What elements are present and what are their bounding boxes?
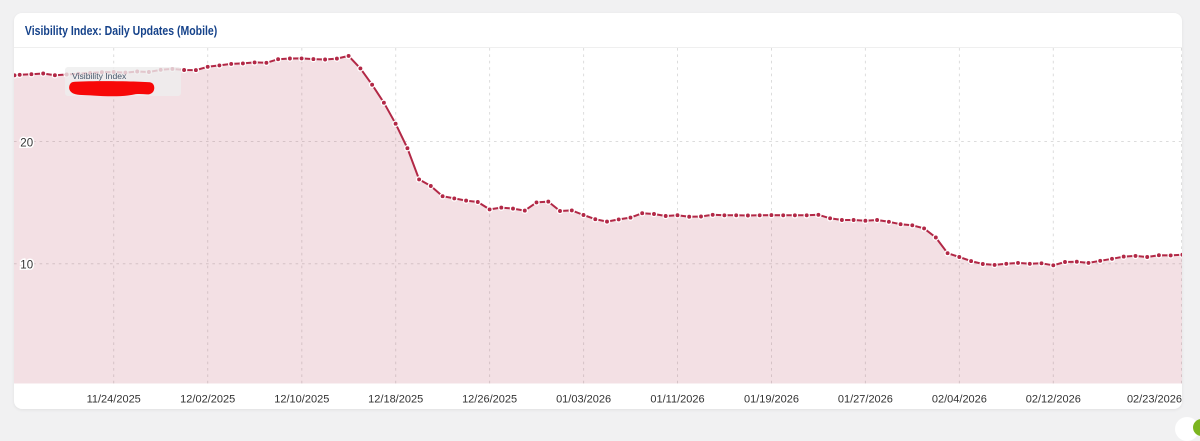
- svg-text:10: 10: [20, 260, 33, 272]
- svg-text:02/12/2026: 02/12/2026: [1026, 394, 1081, 406]
- svg-text:20: 20: [20, 137, 33, 149]
- svg-text:01/03/2026: 01/03/2026: [556, 394, 611, 406]
- svg-text:01/19/2026: 01/19/2026: [744, 394, 799, 406]
- svg-text:02/04/2026: 02/04/2026: [932, 394, 987, 406]
- svg-text:12/10/2025: 12/10/2025: [274, 394, 329, 406]
- svg-text:12/18/2025: 12/18/2025: [368, 394, 423, 406]
- svg-text:12/26/2025: 12/26/2025: [462, 394, 517, 406]
- svg-text:01/27/2026: 01/27/2026: [838, 394, 893, 406]
- svg-text:12/02/2025: 12/02/2025: [180, 394, 235, 406]
- svg-text:02/23/2026: 02/23/2026: [1127, 394, 1182, 406]
- svg-text:01/11/2026: 01/11/2026: [650, 394, 704, 406]
- svg-text:11/24/2025: 11/24/2025: [87, 394, 141, 406]
